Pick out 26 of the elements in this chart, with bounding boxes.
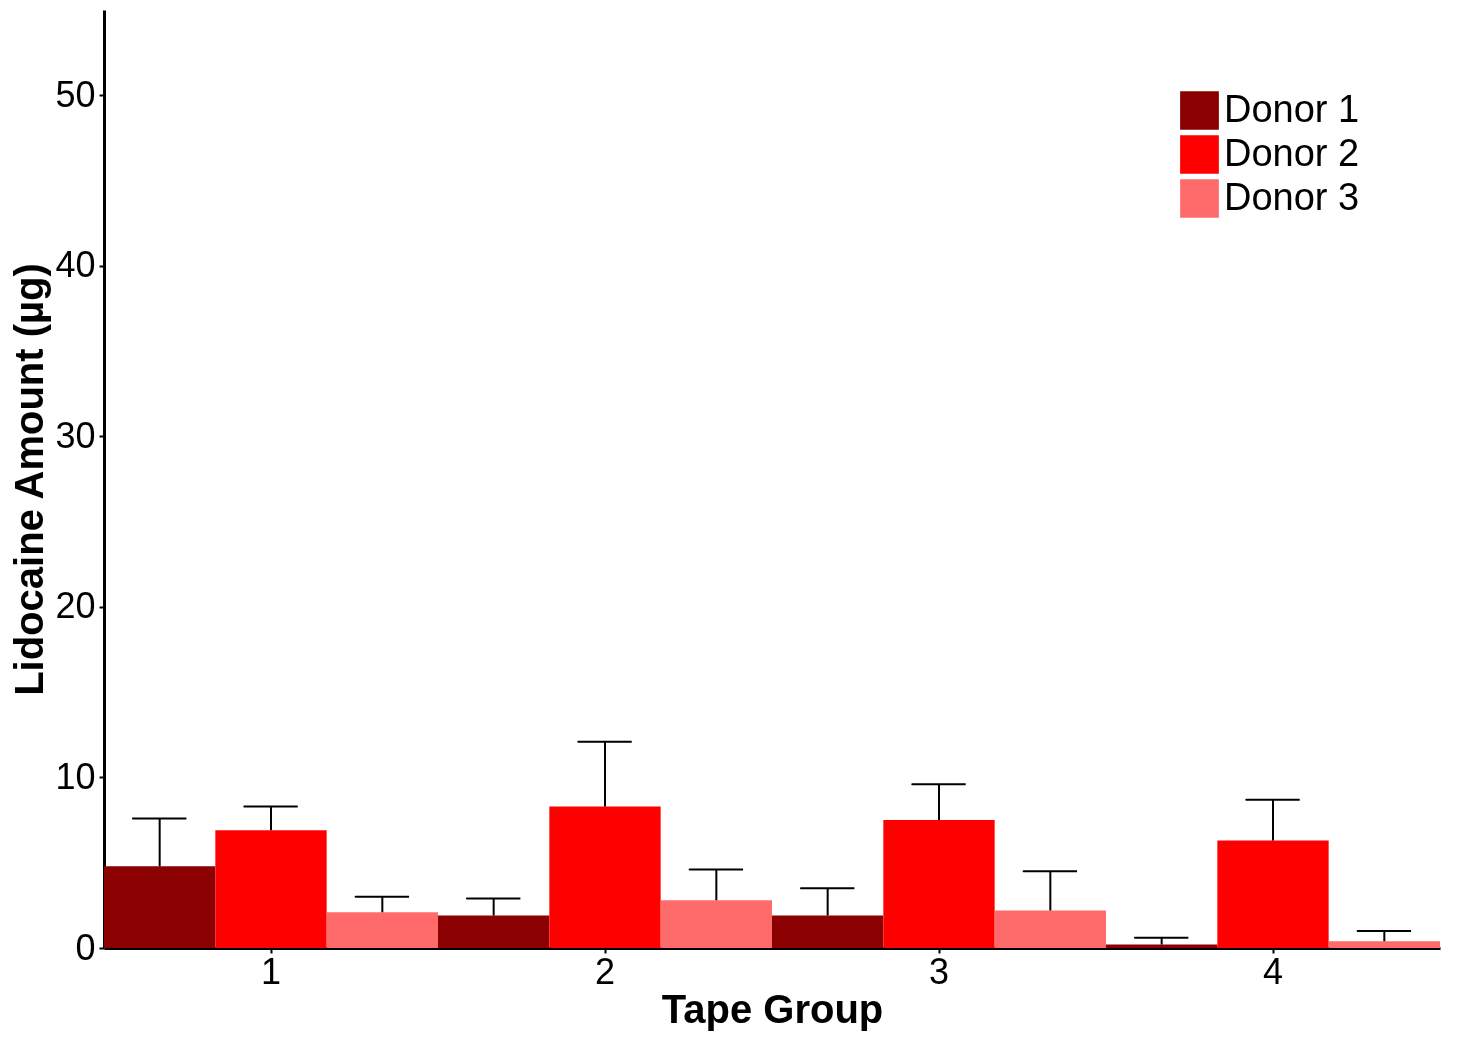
y-tick-label: 40 (55, 244, 96, 286)
y-tick-label: 20 (55, 585, 96, 627)
bar (326, 912, 438, 948)
y-tick-label: 0 (75, 926, 96, 968)
y-tick-label: 30 (55, 414, 96, 456)
bar (104, 866, 216, 948)
y-axis-title: Lidocaine Amount (µg) (7, 263, 52, 696)
bar (883, 820, 995, 948)
bar (549, 806, 661, 948)
x-axis-title: Tape Group (661, 986, 884, 1031)
bar (994, 910, 1106, 948)
bar (1328, 941, 1440, 948)
legend-label: Donor 3 (1224, 175, 1360, 218)
x-tick-label: 3 (928, 950, 950, 992)
y-tick-label: 50 (55, 73, 96, 115)
y-tick-label: 10 (55, 755, 96, 797)
bar (660, 900, 772, 948)
bar (1217, 840, 1329, 948)
x-tick-label: 1 (260, 950, 282, 992)
x-tick-label: 2 (594, 950, 616, 992)
legend-label: Donor 2 (1224, 131, 1360, 174)
x-tick-label: 4 (1262, 950, 1284, 992)
bar (215, 830, 327, 948)
legend-label: Donor 1 (1224, 87, 1360, 130)
bar (438, 915, 550, 948)
bar (772, 915, 884, 948)
